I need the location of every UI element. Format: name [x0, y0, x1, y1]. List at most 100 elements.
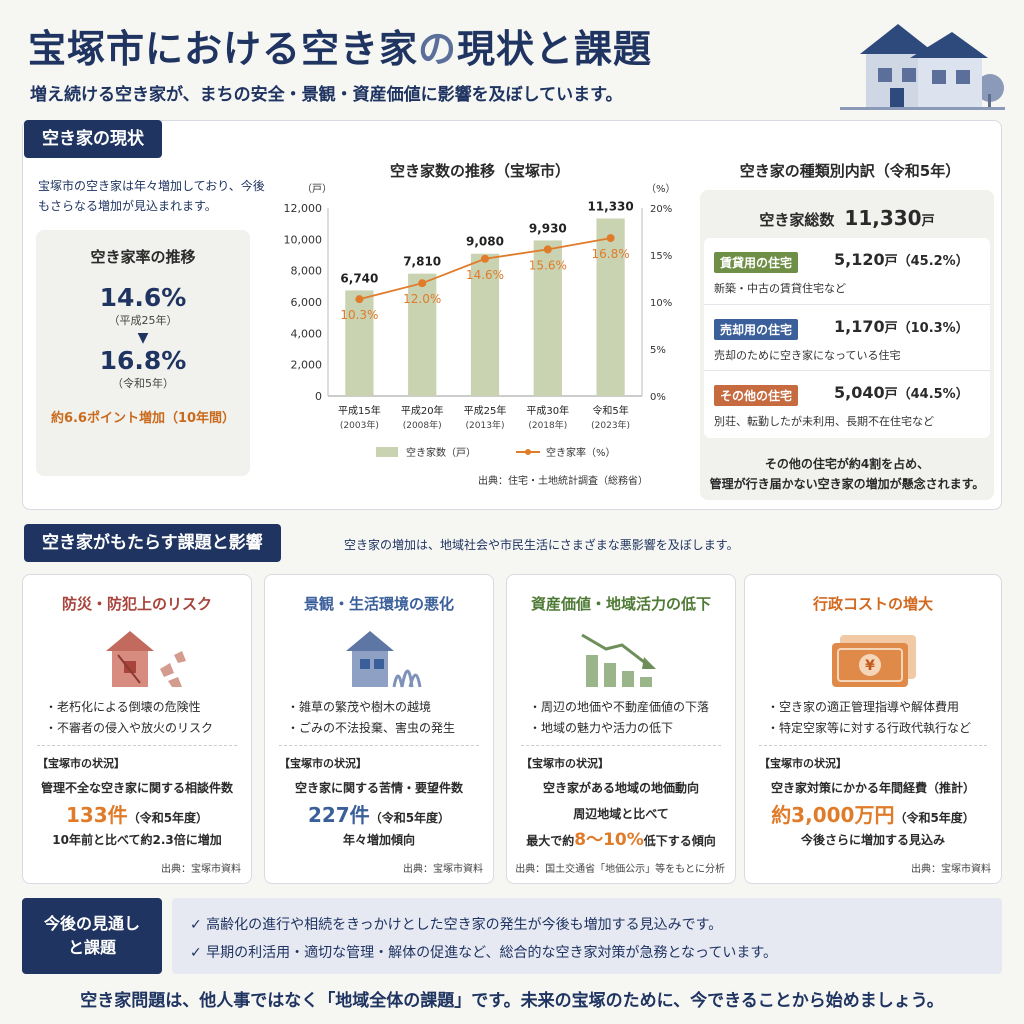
- x-tick-label: 平成15年: [338, 404, 381, 417]
- x-tick-year: (2013年): [466, 419, 505, 431]
- legend-bar-label: 空き家数（戸）: [406, 446, 476, 459]
- vacancy-rate-card: 空き家率の推移 14.6% （平成25年） ▼ 16.8% （令和5年） 約6.…: [36, 230, 250, 476]
- y-right-tick-label: 0%: [650, 392, 666, 403]
- card-line: 空き家がある地域の地価動向: [542, 781, 699, 795]
- breakdown-box: 空き家総数 11,330戸 賃貸用の住宅 5,120戸（45.2%） 新築・中古の…: [700, 190, 994, 500]
- total-unit: 戸: [921, 214, 935, 229]
- breakdown-item-rental: 賃貸用の住宅 5,120戸（45.2%） 新築・中古の賃貸住宅など: [704, 238, 990, 304]
- card-source: 出典：宝塚市資料: [403, 864, 483, 875]
- card-title: 防災・防犯上のリスク: [61, 595, 212, 613]
- section-status-label: 空き家の現状: [24, 120, 162, 158]
- issues-description: 空き家の増加は、地域社会や市民生活にさまざまな悪影響を及ぼします。: [344, 538, 739, 552]
- rate-value-label: 16.8%: [592, 247, 630, 261]
- closing-message: 空き家問題は、他人事ではなく「地域全体の課題」です。未来の宝塚のために、今できる…: [80, 991, 944, 1011]
- y-right-tick-label: 10%: [650, 298, 672, 309]
- breakdown-tag: 売却用の住宅: [714, 319, 799, 340]
- bar-value-label: 9,930: [529, 221, 567, 235]
- bar: [596, 218, 625, 396]
- bar: [408, 273, 437, 396]
- total-value: 11,330: [844, 206, 922, 230]
- card-title: 行政コストの増大: [812, 595, 933, 613]
- chart-source: 出典：住宅・土地統計調査（総務省）: [478, 474, 648, 487]
- outlook-box: ✓ 高齢化の進行や相続をきっかけとした空き家の発生が今後も増加する見込みです。 …: [172, 898, 1002, 974]
- card-line: 空き家対策にかかる年間経費（推計）: [770, 781, 975, 795]
- card-trend: 年々増加傾向: [342, 833, 415, 847]
- card-number: 133件（令和5年度）: [65, 803, 209, 827]
- declining-chart-icon: [581, 633, 656, 687]
- rate-point: [355, 295, 364, 304]
- bar-value-label: 9,080: [466, 235, 504, 249]
- breakdown-tag: その他の住宅: [714, 385, 799, 406]
- card-points: ・空き家の適正管理指導や解体費用 ・特定空家等に対する行政代執行など: [767, 700, 972, 735]
- breakdown-item-other: その他の住宅 5,040戸（44.5%） 別荘、転勤したが未利用、長期不在住宅な…: [704, 370, 990, 436]
- breakdown-list: 賃貸用の住宅 5,120戸（45.2%） 新築・中古の賃貸住宅など 売却用の住宅…: [704, 238, 990, 438]
- vacancy-chart: （戸） （%） 0 2,000 4,000 6,000 8,000 10,000 12,000 0…: [284, 183, 676, 487]
- status-description: 宝塚市の空き家は年々増加しており、今後もさらなる増加が見込まれます。: [38, 179, 265, 213]
- bar-value-label: 7,810: [403, 255, 441, 269]
- card-points: ・周辺の地価や不動産価値の下落 ・地域の魅力や活力の低下: [529, 700, 710, 735]
- x-tick-year: (2003年): [340, 419, 379, 431]
- legend-line-label: 空き家率（%）: [546, 446, 616, 459]
- y-left-tick-label: 0: [315, 390, 322, 403]
- breakdown-value: 1,170戸（10.3%）: [834, 317, 969, 336]
- issue-card-landscape: 景観・生活環境の悪化 ・雑草の繁茂や樹木の越境 ・ごみの不法投棄、害虫の発生 【宝…: [264, 574, 494, 884]
- y-right-tick-label: 15%: [650, 251, 672, 262]
- x-tick-year: (2023年): [591, 419, 630, 431]
- outlook-item: ✓ 高齢化の進行や相続をきっかけとした空き家の発生が今後も増加する見込みです。: [190, 917, 723, 933]
- bar: [470, 253, 500, 396]
- y-left-tick-label: 4,000: [291, 327, 323, 340]
- y-right-unit: （%）: [646, 183, 676, 195]
- svg-text:¥: ¥: [865, 658, 875, 674]
- x-tick-label: 平成30年: [526, 404, 569, 417]
- rate-from-value: 14.6%: [99, 283, 187, 312]
- y-left-tick-label: 10,000: [284, 233, 323, 246]
- issue-card-cost: 行政コストの増大 ¥ ・空き家の適正管理指導や解体費用 ・特定空家等に対する行政代…: [744, 574, 1002, 884]
- card-title: 景観・生活環境の悪化: [303, 595, 454, 613]
- rate-card-heading: 空き家率の推移: [90, 248, 196, 266]
- chart-title: 空き家数の推移（宝塚市）: [389, 162, 570, 180]
- card-divider: [37, 745, 237, 746]
- rate-value-label: 12.0%: [403, 292, 441, 306]
- bar: [345, 290, 374, 396]
- x-tick-label: 令和5年: [592, 404, 628, 417]
- house-illustration-icon: [840, 24, 1005, 110]
- rate-point: [481, 254, 489, 263]
- card-source: 出典：宝塚市資料: [161, 864, 241, 875]
- rate-to-note: （令和5年）: [112, 377, 174, 390]
- card-trend: 10年前と比べて約2.3倍に増加: [52, 833, 222, 847]
- breakdown-note: 売却のために空き家になっている住宅: [714, 349, 901, 362]
- y-right-tick-label: 20%: [650, 204, 672, 215]
- card-source: 出典：国土交通省「地価公示」等をもとに分析: [515, 864, 725, 875]
- card-status-label: 【宝塚市の状況】: [279, 757, 367, 770]
- yen-bill-icon: ¥: [832, 635, 916, 687]
- y-left-tick-label: 12,000: [284, 202, 323, 215]
- breakdown-title: 空き家の種類別内訳（令和5年）: [739, 162, 961, 180]
- bar: [533, 240, 562, 396]
- card-points: ・老朽化による倒壊の危険性 ・不審者の侵入や放火のリスク: [45, 700, 214, 735]
- rate-point: [418, 279, 427, 288]
- card-status-label: 【宝塚市の状況】: [37, 757, 125, 770]
- card-status-label: 【宝塚市の状況】: [521, 757, 609, 770]
- breakdown-footnote: その他の住宅が約4割を占め、 管理が行き届かない空き家の増加が懸念されます。: [709, 457, 985, 491]
- x-tick-year: (2008年): [403, 419, 442, 431]
- card-divider: [759, 745, 987, 746]
- breakdown-note: 新築・中古の賃貸住宅など: [714, 282, 846, 295]
- rate-point: [606, 234, 615, 243]
- rate-increase: 約6.6ポイント増加（10年間）: [50, 411, 236, 426]
- card-number: 約3,000万円（令和5年度）: [771, 803, 975, 827]
- section-issues-label: 空き家がもたらす課題と影響: [24, 524, 281, 562]
- breakdown-tag: 賃貸用の住宅: [714, 252, 799, 273]
- outlook-label: 今後の見通しと課題: [22, 898, 162, 974]
- rate-value-label: 14.6%: [466, 268, 504, 282]
- legend-line-marker: [525, 449, 531, 455]
- rate-value-label: 15.6%: [529, 258, 567, 272]
- card-line: 管理不全な空き家に関する相談件数: [40, 781, 233, 795]
- outlook-item: ✓ 早期の利活用・適切な管理・解体の促進など、総合的な空き家対策が急務となってい…: [190, 945, 777, 961]
- overgrown-house-icon: [346, 631, 422, 688]
- down-arrow-icon: ▼: [137, 330, 149, 346]
- card-number: 227件（令和5年度）: [307, 803, 451, 827]
- card-status-label: 【宝塚市の状況】: [759, 757, 847, 770]
- x-tick-year: (2018年): [528, 419, 567, 431]
- bar-value-label: 6,740: [340, 271, 378, 285]
- rate-value-label: 10.3%: [340, 308, 378, 322]
